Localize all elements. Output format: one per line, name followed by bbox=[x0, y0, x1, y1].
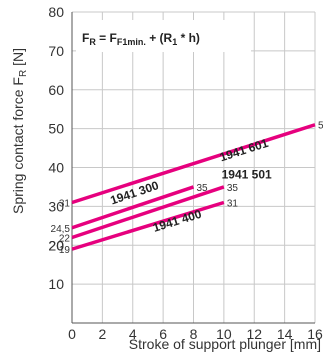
y-tick-label: 70 bbox=[48, 43, 64, 59]
end-value-label: 31 bbox=[227, 198, 239, 209]
start-value-label: 19 bbox=[59, 245, 71, 256]
x-tick-label: 0 bbox=[68, 326, 76, 342]
x-tick-label: 16 bbox=[307, 326, 323, 342]
axes bbox=[71, 12, 315, 324]
y-tick-label: 50 bbox=[48, 121, 64, 137]
y-tick-label: 40 bbox=[48, 160, 64, 176]
series-line bbox=[71, 200, 225, 251]
x-tick-label: 2 bbox=[98, 326, 106, 342]
y-tick-label: 60 bbox=[48, 82, 64, 98]
series-label: 1941 501 bbox=[222, 167, 272, 181]
formula-box-frame bbox=[76, 20, 251, 52]
x-tick-label: 10 bbox=[216, 326, 232, 342]
formula-box: FR = FF1min. + (R1 * h) bbox=[76, 20, 251, 52]
x-tick-label: 4 bbox=[129, 326, 137, 342]
extra-value-label: 20 bbox=[48, 237, 64, 253]
start-value-label: 22 bbox=[59, 233, 71, 244]
series-lines bbox=[71, 123, 316, 251]
start-value-label: 31 bbox=[59, 198, 71, 209]
end-value-label: 51 bbox=[318, 121, 323, 132]
series-label: 1941 601 bbox=[218, 136, 270, 165]
end-value-label: 35 bbox=[197, 183, 209, 194]
y-tick-label: 20 bbox=[48, 237, 64, 253]
grid bbox=[72, 11, 316, 323]
y-axis-title: Spring contact force FR [N] bbox=[10, 48, 29, 214]
series-line bbox=[71, 185, 225, 240]
series-label: 1941 400 bbox=[151, 207, 203, 235]
tick-labels: 0 2 4 6 8 10 12 14 16 10 20 30 40 50 60 70 80 bbox=[48, 4, 323, 342]
y-tick-label: 10 bbox=[48, 276, 64, 292]
x-tick-label: 8 bbox=[190, 326, 198, 342]
x-tick-label: 6 bbox=[159, 326, 167, 342]
y-tick-label: 30 bbox=[48, 198, 64, 214]
x-tick-label: 12 bbox=[246, 326, 262, 342]
y-tick-label: 80 bbox=[48, 4, 64, 20]
series-line bbox=[71, 123, 316, 205]
x-axis-title: Stroke of support plunger [mm] bbox=[129, 336, 321, 352]
start-value-label: 24,5 bbox=[51, 224, 71, 235]
end-value-label: 35 bbox=[227, 183, 239, 194]
series-line bbox=[71, 185, 195, 230]
formula: FR = FF1min. + (R1 * h) bbox=[82, 31, 200, 47]
x-tick-label: 14 bbox=[277, 326, 293, 342]
